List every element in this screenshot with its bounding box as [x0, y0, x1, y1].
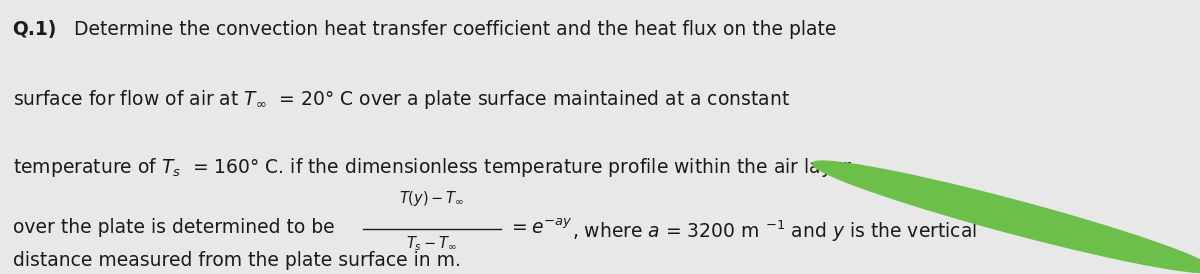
Ellipse shape	[812, 161, 1200, 273]
Text: , where $a$ = 3200 m $^{-1}$ and $y$ is the vertical: , where $a$ = 3200 m $^{-1}$ and $y$ is …	[571, 218, 977, 244]
Text: $T_s - T_\infty$: $T_s - T_\infty$	[407, 234, 457, 253]
Text: $T(y)-T_\infty$: $T(y)-T_\infty$	[400, 189, 464, 208]
Text: Determine the convection heat transfer coefficient and the heat flux on the plat: Determine the convection heat transfer c…	[74, 20, 836, 39]
Text: Q.1): Q.1)	[12, 20, 56, 39]
Text: $= e^{-ay}$: $= e^{-ay}$	[508, 218, 572, 238]
Text: temperature of $T_s$  = 160° C. if the dimensionless temperature profile within : temperature of $T_s$ = 160° C. if the di…	[12, 156, 852, 179]
Text: over the plate is determined to be: over the plate is determined to be	[12, 218, 334, 237]
Text: surface for flow of air at $T_\infty$  = 20° C over a plate surface maintained a: surface for flow of air at $T_\infty$ = …	[12, 88, 790, 111]
Text: distance measured from the plate surface in m.: distance measured from the plate surface…	[12, 251, 461, 270]
